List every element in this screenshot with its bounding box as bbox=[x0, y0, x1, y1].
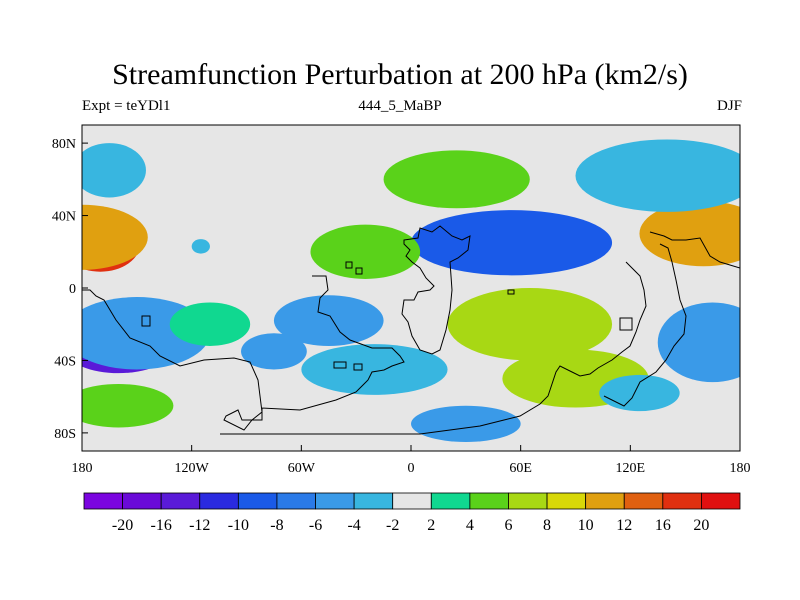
coastline-africa-europe bbox=[401, 225, 471, 355]
x-tick-label: 60E bbox=[509, 461, 532, 476]
colorbar-label: 10 bbox=[578, 517, 594, 534]
coastline-islands bbox=[141, 261, 633, 371]
contour-feature-8 bbox=[82, 143, 146, 198]
coastline-antarctica bbox=[603, 243, 687, 407]
map-axes: 80N 40N 0 40S 80S 180 120W 60W 0 60E 120E 180 bbox=[52, 137, 751, 476]
contour-feature-24 bbox=[82, 383, 174, 428]
contour-feature-19 bbox=[301, 344, 448, 395]
y-tick-label: 80S bbox=[54, 427, 76, 442]
contour-feature-14 bbox=[383, 150, 530, 209]
x-tick-label: 60W bbox=[288, 461, 316, 476]
colorbar-swatch bbox=[585, 492, 625, 510]
x-tick-label: 180 bbox=[72, 461, 93, 476]
colorbar-label: -8 bbox=[270, 517, 283, 534]
colorbar-label: -20 bbox=[112, 517, 133, 534]
colorbar-swatch bbox=[623, 492, 664, 510]
colorbar: -20 -16 -12 -10 -8 -6 -4 -2 2 4 6 8 10 12 16 20 bbox=[83, 492, 741, 534]
contour-feature-27 bbox=[599, 374, 680, 412]
plot-title: Streamfunction Perturbation at 200 hPa (… bbox=[112, 58, 688, 91]
x-tick-label: 120E bbox=[616, 461, 646, 476]
coastline-americas bbox=[82, 275, 405, 431]
colorbar-swatch bbox=[546, 492, 587, 510]
contour-feature-17 bbox=[273, 295, 384, 346]
colorbar-swatch bbox=[315, 492, 355, 510]
colorbar-swatch bbox=[353, 492, 394, 510]
colorbar-label: 2 bbox=[427, 517, 435, 534]
experiment-label: Expt = teYDl1 bbox=[82, 98, 171, 114]
x-tick-label: 180 bbox=[730, 461, 751, 476]
colorbar-label: 4 bbox=[466, 517, 474, 534]
y-tick-label: 80N bbox=[52, 137, 76, 152]
contour-feature-12 bbox=[411, 210, 613, 276]
coastlines bbox=[82, 225, 740, 435]
colorbar-swatch bbox=[392, 492, 432, 510]
colorbar-swatch bbox=[701, 492, 741, 510]
colorbar-label: 12 bbox=[616, 517, 632, 534]
colorbar-label: -2 bbox=[386, 517, 399, 534]
contour-feature-1 bbox=[82, 204, 148, 270]
colorbar-label: 6 bbox=[504, 517, 512, 534]
colorbar-swatch bbox=[469, 492, 509, 510]
colorbar-label: -6 bbox=[309, 517, 322, 534]
contour-feature-28 bbox=[191, 239, 210, 254]
colorbar-label: 8 bbox=[543, 517, 551, 534]
colorbar-swatch bbox=[237, 492, 278, 510]
colorbar-label: -10 bbox=[228, 517, 249, 534]
colorbar-label: 16 bbox=[655, 517, 671, 534]
colorbar-swatch bbox=[430, 492, 471, 510]
colorbar-swatch bbox=[508, 492, 548, 510]
contour-feature-21 bbox=[447, 288, 613, 361]
colorbar-swatch bbox=[662, 492, 702, 510]
contour-feature-7 bbox=[657, 302, 740, 383]
y-tick-label: 0 bbox=[69, 282, 76, 297]
colorbar-swatch bbox=[276, 492, 316, 510]
contour-feature-25 bbox=[169, 302, 251, 346]
colorbar-label: 20 bbox=[693, 517, 709, 534]
contour-feature-26 bbox=[411, 405, 521, 442]
colorbar-label: -4 bbox=[347, 517, 360, 534]
colorbar-swatch bbox=[199, 492, 239, 510]
season-label: DJF bbox=[716, 98, 742, 114]
x-tick-label: 120W bbox=[175, 461, 210, 476]
contour-field bbox=[82, 139, 740, 442]
colorbar-swatch bbox=[122, 492, 162, 510]
colorbar-label: -16 bbox=[151, 517, 172, 534]
case-label: 444_5_MaBP bbox=[358, 98, 442, 114]
colorbar-swatch bbox=[83, 492, 123, 510]
y-tick-label: 40N bbox=[52, 210, 76, 225]
contour-feature-3 bbox=[639, 201, 740, 267]
colorbar-label: -12 bbox=[189, 517, 210, 534]
contour-feature-16 bbox=[310, 224, 421, 279]
coastline-asia-australia bbox=[220, 231, 740, 435]
x-tick-label: 0 bbox=[408, 461, 415, 476]
contour-feature-18 bbox=[241, 333, 307, 370]
contour-feature-10 bbox=[575, 139, 740, 212]
y-tick-label: 40S bbox=[54, 354, 76, 369]
colorbar-swatch bbox=[160, 492, 201, 510]
